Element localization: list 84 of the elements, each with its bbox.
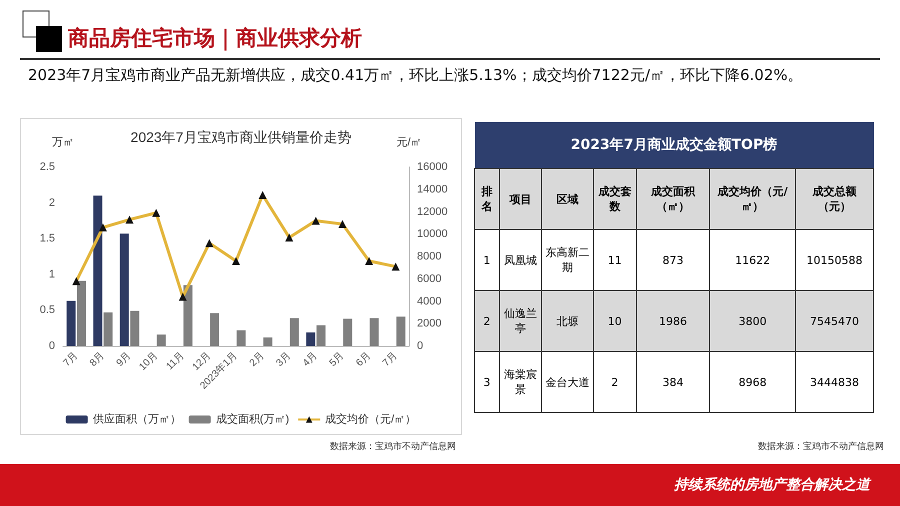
y2-tick-label: 10000: [417, 228, 448, 240]
bar: [343, 318, 352, 346]
x-tick-label: 3月: [274, 350, 294, 369]
x-tick-label: 8月: [88, 350, 107, 369]
x-tick-label: 10月: [137, 350, 160, 373]
category-label: 排名: [474, 168, 500, 230]
y2-tick-label: 6000: [417, 272, 442, 285]
bar: [93, 196, 102, 346]
y-tick-label: 2: [48, 196, 55, 209]
text: 2: [611, 376, 618, 388]
source-note: 数据来源：宝鸡市不动产信息网: [330, 440, 456, 453]
y2-tick-label: 14000: [417, 183, 448, 196]
y2-tick-label: 8000: [417, 250, 442, 262]
bar: [236, 330, 246, 346]
text: 仙逸兰亭: [504, 307, 538, 335]
text: 2: [483, 314, 490, 328]
y2-tick-label: 4000: [417, 295, 442, 308]
y2-axis-title: 元/㎡: [396, 136, 422, 148]
x-tick-label: 11月: [164, 350, 187, 372]
y-tick-label: 0: [48, 340, 55, 352]
text: 商品房住宅市场｜商业供求分析: [68, 25, 362, 52]
text: 10150588: [806, 254, 863, 266]
y-tick-label: 0.5: [40, 304, 55, 316]
text: 7545470: [810, 314, 860, 328]
chart-title: 2023年7月宝鸡市商业供销量价走势: [130, 129, 352, 145]
bar: [120, 234, 129, 346]
bar: [306, 332, 316, 346]
x-tick-label: 7月: [380, 350, 400, 369]
text: 1: [483, 254, 490, 266]
text: 873: [662, 254, 684, 266]
x-tick-label: 9月: [114, 350, 134, 369]
bar: [66, 300, 76, 346]
category-label: 成交面积（㎡）: [636, 168, 710, 230]
text: 3444838: [810, 376, 860, 388]
bar: [156, 334, 166, 346]
bar: [130, 310, 140, 346]
category-label: 成交均价（元/㎡）: [710, 168, 796, 230]
text: 海棠宸景: [504, 368, 538, 396]
text: 10: [608, 314, 622, 328]
text: 11: [608, 254, 622, 266]
y2-tick-label: 2000: [417, 318, 442, 330]
x-tick-label: 4月: [300, 350, 320, 369]
bar: [290, 318, 299, 346]
legend-label: 供应面积（万㎡）: [92, 412, 181, 426]
y2-tick-label: 0: [417, 340, 424, 352]
category-label: 项目: [499, 168, 542, 230]
text: 2023年7月宝鸡市商业产品无新增供应，成交0.41万㎡，环比上涨5.13%；成交均价7122元/㎡，环比下降6.02%。: [28, 66, 803, 85]
x-tick-label: 2月: [248, 350, 267, 369]
text: 11622: [735, 254, 770, 266]
text: 384: [662, 376, 684, 388]
bar: [263, 337, 272, 346]
bar: [76, 280, 86, 346]
bar: [316, 325, 326, 346]
y-tick-label: 1.5: [40, 232, 55, 245]
category-label: 成交套数: [593, 168, 636, 230]
text: 3: [483, 376, 490, 388]
y-tick-label: 1: [48, 268, 55, 280]
text: 8968: [738, 376, 767, 388]
text: 凤凰城: [504, 254, 538, 266]
text: 北塬: [556, 314, 579, 328]
category-label: 区域: [542, 168, 594, 230]
bar: [210, 313, 220, 346]
x-tick-label: 6月: [354, 350, 373, 369]
text: 1986: [659, 314, 688, 328]
source-note: 数据来源：宝鸡市不动产信息网: [758, 440, 884, 453]
legend-label: 成交面积(万㎡): [216, 412, 290, 426]
bar: [396, 316, 406, 346]
y2-tick-label: 12000: [417, 206, 448, 218]
category-label: 成交总额（元）: [796, 168, 874, 230]
y-tick-label: 2.5: [40, 161, 55, 173]
text: 持续系统的房地产整合解决之道: [674, 476, 870, 494]
text: 3800: [738, 314, 767, 328]
x-tick-label: 7月: [61, 350, 80, 369]
text: 金台大道: [546, 376, 590, 388]
bar: [183, 285, 192, 346]
bar: [104, 312, 113, 346]
x-tick-label: 12月: [190, 350, 214, 373]
x-tick-label: 5月: [328, 350, 346, 369]
legend-label: 成交均价（元/㎡）: [325, 412, 416, 426]
bar: [370, 318, 379, 346]
text: 东高新二期: [546, 246, 590, 274]
text: 2023年7月商业成交金额TOP榜: [474, 122, 874, 168]
y-axis-title: 万㎡: [52, 136, 74, 148]
y2-tick-label: 16000: [417, 161, 448, 173]
